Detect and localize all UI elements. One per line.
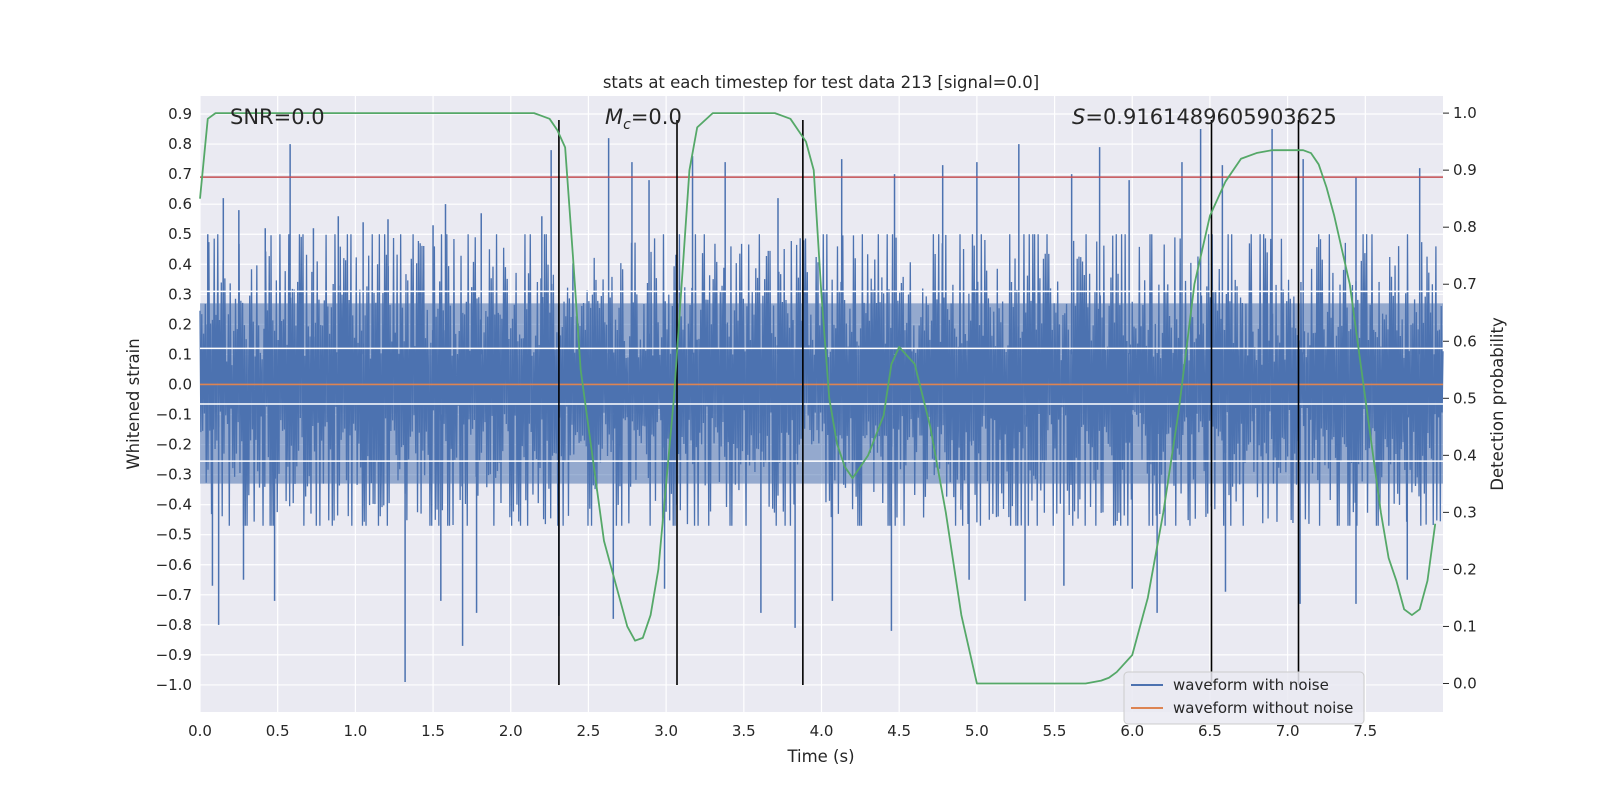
y-right-tick-label: 0.0 [1453,674,1477,692]
series-waveform-with-noise [199,129,1444,682]
y-left-tick-label: 0.9 [168,105,192,123]
x-tick-label: 3.5 [732,722,756,740]
y-left-tick-label: −0.8 [156,616,192,634]
y-left-tick-label: −0.1 [156,406,192,424]
y-right-tick-label: 0.4 [1453,446,1477,464]
x-tick-label: 2.5 [577,722,601,740]
y-axis-left-ticks: 0.9 0.8 0.7 0.6 0.5 0.4 0.3 0.2 0.1 0.0 −0.1 −0.2 −0… [156,105,192,694]
y-left-tick-label: 0.6 [168,195,192,213]
y-left-tick-label: 0.3 [168,285,192,303]
y-left-tick-label: 0.4 [168,255,192,273]
y-right-tick-label: 0.8 [1453,218,1477,236]
y-right-tick-label: 0.3 [1453,503,1477,521]
y-left-tick-label: 0.2 [168,315,192,333]
x-tick-label: 6.0 [1120,722,1144,740]
y-left-tick-label: −0.6 [156,556,192,574]
x-tick-label: 7.5 [1353,722,1377,740]
y-right-tick-label: 0.1 [1453,617,1477,635]
x-tick-label: 0.5 [266,722,290,740]
x-tick-label: 1.5 [421,722,445,740]
y-left-tick-label: 0.5 [168,225,192,243]
x-tick-label: 7.0 [1276,722,1300,740]
y-left-tick-label: 0.7 [168,165,192,183]
y-left-tick-label: −0.4 [156,496,192,514]
x-tick-label: 1.0 [343,722,367,740]
y-left-tick-label: −0.5 [156,526,192,544]
legend-box [1123,671,1365,725]
y-left-tick-label: 0.1 [168,345,192,363]
x-axis-label: Time (s) [786,747,854,766]
score-annotation: S=0.9161489605903625 [1072,105,1337,129]
snr-annotation: SNR=0.0 [230,105,325,129]
legend-label-waveform-with-noise: waveform with noise [1173,676,1329,694]
x-axis-ticks: 0.0 0.5 1.0 1.5 2.0 2.5 3.0 3.5 4.0 4.5 5.0 5.5 6.0 6… [188,722,1377,740]
y-right-tick-label: 0.2 [1453,560,1477,578]
y-axis-right-ticks: 1.0 0.9 0.8 0.7 0.6 0.5 0.4 0.3 0.2 0.1 0.0 [1443,104,1477,692]
x-tick-label: 5.0 [965,722,989,740]
waveform-noise-band [200,303,1443,484]
y-right-tick-label: 1.0 [1453,104,1477,122]
detection-probability-line [199,112,1437,685]
y-left-tick-label: −0.9 [156,646,192,664]
x-tick-label: 4.0 [810,722,834,740]
y-right-tick-label: 0.9 [1453,161,1477,179]
legend-label-waveform-without-noise: waveform without noise [1173,699,1353,717]
y-left-tick-label: 0.8 [168,135,192,153]
y-right-tick-label: 0.7 [1453,275,1477,293]
x-tick-label: 6.5 [1198,722,1222,740]
y-axis-right-label: Detection probability [1488,317,1507,491]
y-axis-left-label: Whitened strain [124,338,143,469]
x-tick-label: 3.0 [654,722,678,740]
x-tick-label: 2.0 [499,722,523,740]
y-left-tick-label: −0.7 [156,586,192,604]
series-detection-probability [199,112,1437,685]
chart-title: stats at each timestep for test data 213… [603,73,1039,92]
x-tick-label: 0.0 [188,722,212,740]
y-left-tick-label: 0.0 [168,375,192,393]
legend: waveform with noise waveform without noi… [1123,671,1365,725]
x-tick-label: 5.5 [1043,722,1067,740]
chirp-mass-annotation: Mc=0.0 [605,105,682,133]
x-tick-label: 4.5 [887,722,911,740]
y-left-tick-label: −1.0 [156,676,192,694]
y-left-tick-label: −0.2 [156,436,192,454]
y-left-tick-label: −0.3 [156,466,192,484]
y-right-tick-label: 0.5 [1453,389,1477,407]
y-right-tick-label: 0.6 [1453,332,1477,350]
